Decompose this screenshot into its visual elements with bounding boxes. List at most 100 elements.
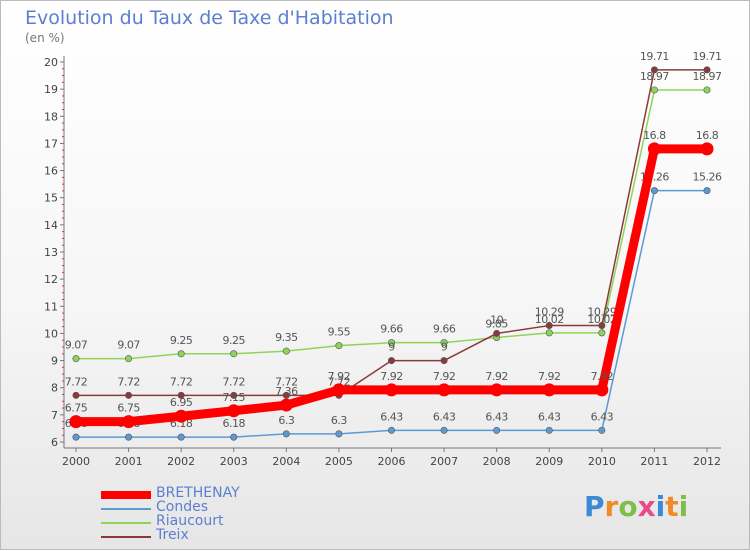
data-label: 9 xyxy=(388,341,395,354)
data-point xyxy=(177,433,185,441)
data-label: 9.85 xyxy=(485,318,508,331)
y-tick-label: 10 xyxy=(44,327,58,340)
x-tick-label: 2008 xyxy=(483,455,511,468)
logo-letter: o xyxy=(618,490,638,523)
y-tick-label: 12 xyxy=(44,273,58,286)
data-point xyxy=(122,415,136,429)
data-point xyxy=(174,409,188,423)
data-point xyxy=(650,86,658,94)
data-point xyxy=(545,426,553,434)
data-label: 7.92 xyxy=(538,370,561,383)
logo-letter: i xyxy=(678,490,689,523)
data-point xyxy=(703,86,711,94)
data-label: 6.18 xyxy=(223,417,246,430)
x-tick-label: 2009 xyxy=(535,455,563,468)
data-label: 6.43 xyxy=(538,410,561,423)
y-tick-label: 18 xyxy=(44,110,58,123)
data-point xyxy=(230,433,238,441)
chart-subtitle: (en %) xyxy=(25,31,65,45)
legend-label: Riaucourt xyxy=(156,513,224,529)
x-tick-label: 2000 xyxy=(62,455,90,468)
logo-letter: r xyxy=(604,490,619,523)
data-point xyxy=(230,350,238,358)
data-point xyxy=(230,391,238,399)
data-label: 7.15 xyxy=(223,391,246,404)
data-point xyxy=(335,430,343,438)
data-point xyxy=(332,383,346,397)
proxiti-logo: Proxiti xyxy=(584,490,688,523)
data-label: 18.97 xyxy=(640,70,669,83)
data-point xyxy=(545,322,553,330)
logo-letter: t xyxy=(665,490,679,523)
y-tick-label: 9 xyxy=(51,355,58,368)
data-point xyxy=(282,430,290,438)
data-point xyxy=(387,357,395,365)
data-point xyxy=(387,339,395,347)
data-point xyxy=(598,426,606,434)
data-label: 9.25 xyxy=(223,334,246,347)
data-label: 6.43 xyxy=(591,410,614,423)
data-label: 7.72 xyxy=(65,375,88,388)
data-label: 6.3 xyxy=(278,414,294,427)
data-label: 9 xyxy=(441,341,448,354)
legend-swatch xyxy=(101,536,151,538)
x-tick-label: 2002 xyxy=(167,455,195,468)
data-point xyxy=(650,187,658,195)
legend-item: BRETHENAY xyxy=(101,485,301,502)
legend-label: BRETHENAY xyxy=(156,485,240,501)
x-tick-label: 2010 xyxy=(588,455,616,468)
x-tick-label: 2004 xyxy=(272,455,300,468)
data-label: 19.71 xyxy=(693,50,722,63)
data-point xyxy=(125,355,133,363)
data-label: 9.25 xyxy=(170,334,193,347)
data-point xyxy=(177,350,185,358)
data-point xyxy=(335,342,343,350)
data-point xyxy=(703,187,711,195)
y-tick-label: 8 xyxy=(51,382,58,395)
data-label: 7.72 xyxy=(275,375,298,388)
y-tick-label: 7 xyxy=(51,409,58,422)
data-point xyxy=(542,383,556,397)
data-label: 7.72 xyxy=(328,375,351,388)
data-label: 16.8 xyxy=(643,129,666,142)
legend-item: Riaucourt xyxy=(101,513,301,530)
data-point xyxy=(177,391,185,399)
data-label: 9.55 xyxy=(328,326,351,339)
x-tick-label: 2007 xyxy=(430,455,458,468)
data-label: 10.02 xyxy=(535,313,564,326)
y-tick-label: 13 xyxy=(44,246,58,259)
data-point xyxy=(72,391,80,399)
data-label: 6.43 xyxy=(433,410,456,423)
data-label: 19.71 xyxy=(640,50,669,63)
data-point xyxy=(650,66,658,74)
data-label: 7.72 xyxy=(223,375,246,388)
data-label: 6.43 xyxy=(380,410,403,423)
x-tick-label: 2011 xyxy=(640,455,668,468)
y-tick-label: 6 xyxy=(51,436,58,449)
data-label: 9.07 xyxy=(117,339,140,352)
data-point xyxy=(125,433,133,441)
x-tick-label: 2012 xyxy=(693,455,721,468)
data-point xyxy=(282,347,290,355)
data-label: 7.92 xyxy=(328,370,351,383)
data-label: 7.72 xyxy=(117,375,140,388)
data-label: 6.3 xyxy=(331,414,347,427)
data-label: 6.95 xyxy=(170,396,193,409)
data-point xyxy=(72,433,80,441)
data-label: 7.92 xyxy=(380,370,403,383)
data-point xyxy=(279,398,293,412)
data-point xyxy=(545,329,553,337)
logo-letter: i xyxy=(655,490,666,523)
x-tick-label: 2003 xyxy=(220,455,248,468)
data-label: 7.92 xyxy=(485,370,508,383)
x-tick-label: 2001 xyxy=(115,455,143,468)
data-label: 9.35 xyxy=(275,331,298,344)
logo-letter: P xyxy=(584,490,605,523)
data-label: 18.97 xyxy=(693,70,722,83)
data-label: 10 xyxy=(490,313,503,326)
data-label: 9.66 xyxy=(380,323,403,336)
data-point xyxy=(227,404,241,418)
legend-swatch xyxy=(101,491,151,499)
data-label: 9.66 xyxy=(433,323,456,336)
